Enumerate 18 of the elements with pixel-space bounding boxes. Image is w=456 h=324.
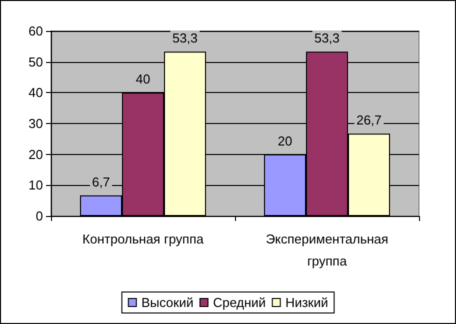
- data-label: 53,3: [314, 30, 340, 46]
- x-tick-label: Контрольная группа: [82, 232, 204, 246]
- y-tick-label: 20: [28, 146, 43, 162]
- y-tick-label: 40: [28, 85, 43, 100]
- x-tick-label: Экспериментальная группа: [266, 232, 388, 268]
- y-tick-label: 50: [28, 54, 43, 70]
- data-label: 40: [136, 72, 150, 87]
- legend-label: Низкий: [285, 295, 328, 310]
- data-label: 26,7: [356, 112, 382, 128]
- y-tick-label: 10: [28, 178, 43, 193]
- y-tick-label: 60: [28, 24, 43, 38]
- y-tick-label: 30: [28, 116, 43, 131]
- legend-label: Средний: [212, 295, 266, 310]
- data-label: 53,3: [172, 30, 198, 46]
- data-label: 6,7: [92, 174, 110, 190]
- legend-label: Высокий: [141, 295, 194, 310]
- y-tick-label: 0: [36, 208, 43, 224]
- data-label: 20: [278, 133, 292, 148]
